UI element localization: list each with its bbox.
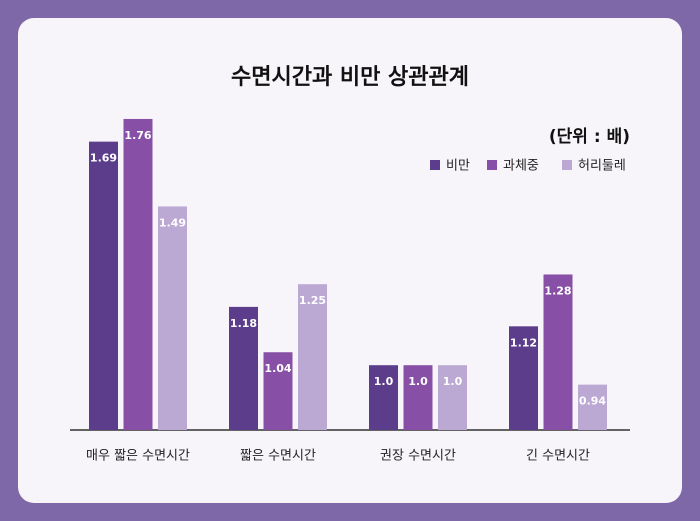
bar bbox=[298, 284, 327, 430]
value-label: 1.0 bbox=[408, 375, 428, 388]
legend-swatch bbox=[562, 160, 572, 170]
value-label: 1.76 bbox=[124, 129, 151, 142]
legend-swatch bbox=[487, 160, 497, 170]
x-tick-label: 권장 수면시간 bbox=[380, 449, 456, 464]
chart-title: 수면시간과 비만 상관관계 bbox=[231, 65, 469, 90]
value-label: 1.25 bbox=[299, 294, 326, 307]
value-label: 1.69 bbox=[90, 152, 117, 165]
bar bbox=[229, 306, 258, 430]
bar bbox=[509, 326, 538, 430]
legend-swatch bbox=[430, 160, 440, 170]
value-label: 1.12 bbox=[510, 336, 537, 349]
bar bbox=[123, 118, 153, 431]
x-tick-label: 짧은 수면시간 bbox=[240, 449, 316, 464]
bar bbox=[543, 274, 573, 430]
bar bbox=[158, 206, 187, 430]
legend-label: 허리둘레 bbox=[578, 159, 626, 174]
value-label: 1.49 bbox=[159, 216, 186, 229]
value-label: 0.94 bbox=[579, 395, 606, 408]
value-label: 1.28 bbox=[544, 284, 571, 297]
unit-label: (단위 : 배) bbox=[549, 127, 630, 147]
x-tick-label: 긴 수면시간 bbox=[526, 449, 590, 464]
x-tick-label: 매우 짧은 수면시간 bbox=[86, 449, 190, 464]
bar bbox=[578, 384, 607, 430]
legend-label: 과체중 bbox=[503, 159, 539, 174]
value-label: 1.04 bbox=[264, 362, 291, 375]
value-label: 1.0 bbox=[374, 375, 394, 388]
bar bbox=[89, 141, 118, 430]
value-label: 1.18 bbox=[230, 317, 257, 330]
value-label: 1.0 bbox=[443, 375, 463, 388]
bar bbox=[263, 352, 293, 430]
bar bbox=[438, 365, 467, 430]
bar bbox=[369, 365, 398, 430]
bar bbox=[403, 365, 433, 430]
legend-label: 비만 bbox=[446, 159, 470, 174]
